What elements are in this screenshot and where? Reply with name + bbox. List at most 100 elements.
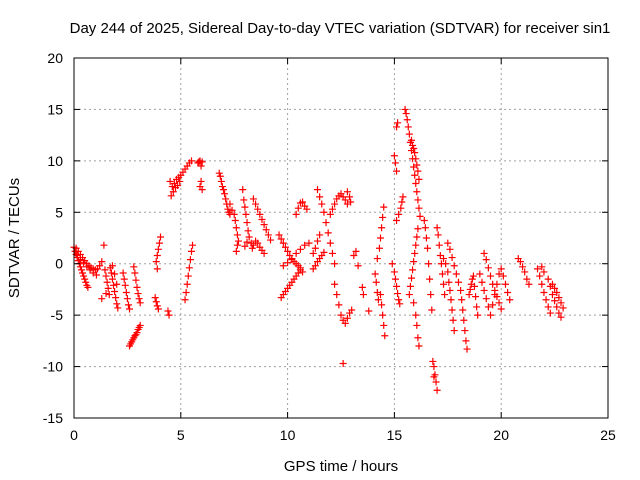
data-point	[480, 249, 488, 257]
data-point	[132, 276, 140, 284]
data-point	[413, 233, 421, 241]
data-point	[407, 136, 415, 144]
data-point	[76, 263, 84, 271]
data-point	[430, 363, 438, 371]
data-point	[130, 263, 138, 271]
data-point	[346, 193, 354, 201]
data-point	[381, 332, 389, 340]
data-point	[373, 255, 381, 263]
data-point	[243, 219, 251, 227]
data-point	[415, 204, 423, 212]
data-point	[221, 190, 229, 198]
y-axis-label: SDTVAR / TECUs	[6, 178, 23, 298]
data-point	[395, 210, 403, 218]
data-point	[232, 247, 240, 255]
data-points	[70, 105, 567, 394]
data-point	[540, 268, 548, 276]
data-point	[399, 193, 407, 201]
data-point	[459, 306, 467, 314]
data-point	[296, 245, 304, 253]
data-point	[413, 321, 421, 329]
data-point	[555, 294, 563, 302]
data-point	[409, 141, 417, 149]
data-point	[316, 231, 324, 239]
data-point	[254, 205, 262, 213]
data-point	[449, 316, 457, 324]
data-point	[489, 301, 497, 309]
data-point	[450, 262, 458, 270]
data-point	[230, 210, 238, 218]
data-point	[292, 249, 300, 257]
data-point	[491, 286, 499, 294]
data-point	[358, 283, 366, 291]
data-point	[501, 280, 509, 288]
data-point	[249, 195, 257, 203]
data-point	[487, 311, 495, 319]
data-point	[403, 116, 411, 124]
data-point	[80, 272, 88, 280]
data-point	[343, 188, 351, 196]
data-point	[81, 275, 89, 283]
data-point	[489, 280, 497, 288]
data-point	[487, 272, 495, 280]
data-point	[521, 268, 529, 276]
data-point	[226, 200, 234, 208]
data-point	[410, 299, 418, 307]
data-point	[412, 155, 420, 163]
data-point	[281, 243, 289, 251]
data-point	[111, 270, 119, 278]
data-point	[324, 229, 332, 237]
data-point	[133, 283, 141, 291]
data-point	[499, 272, 507, 280]
data-point	[523, 275, 531, 283]
data-point	[331, 260, 339, 268]
data-point	[548, 291, 556, 299]
data-point	[262, 226, 270, 234]
data-point	[506, 296, 514, 304]
data-point	[465, 291, 473, 299]
data-point	[546, 309, 554, 317]
data-point	[328, 249, 336, 257]
data-point	[243, 238, 251, 246]
data-point	[102, 290, 110, 298]
data-point	[438, 270, 446, 278]
data-point	[167, 192, 175, 200]
data-point	[153, 302, 161, 310]
data-point	[519, 263, 527, 271]
data-point	[394, 119, 402, 127]
data-point	[155, 239, 163, 247]
data-point	[232, 224, 240, 232]
data-point	[446, 245, 454, 253]
data-point	[348, 306, 356, 314]
data-point	[111, 287, 119, 295]
data-point	[126, 305, 134, 313]
data-point	[425, 260, 433, 268]
data-point	[378, 301, 386, 309]
data-point	[153, 265, 161, 273]
y-tick-label: -5	[51, 307, 64, 323]
data-point	[395, 296, 403, 304]
data-point	[301, 241, 309, 249]
data-point	[432, 378, 440, 386]
data-point	[113, 300, 121, 308]
data-point	[100, 241, 108, 249]
data-point	[343, 314, 351, 322]
data-point	[413, 188, 421, 196]
data-point	[123, 295, 131, 303]
plot-frame	[73, 57, 609, 419]
data-point	[411, 171, 419, 179]
data-point	[444, 239, 452, 247]
data-point	[422, 234, 430, 242]
data-point	[86, 266, 94, 274]
data-point	[189, 241, 197, 249]
data-point	[440, 255, 448, 263]
data-point	[339, 359, 347, 367]
data-point	[103, 278, 111, 286]
data-point	[480, 286, 488, 294]
chart-title: Day 244 of 2025, Sidereal Day-to-day VTE…	[70, 20, 611, 37]
data-point	[314, 237, 322, 245]
data-point	[267, 236, 275, 244]
data-point	[461, 327, 469, 335]
y-tick-label: -15	[43, 410, 63, 426]
